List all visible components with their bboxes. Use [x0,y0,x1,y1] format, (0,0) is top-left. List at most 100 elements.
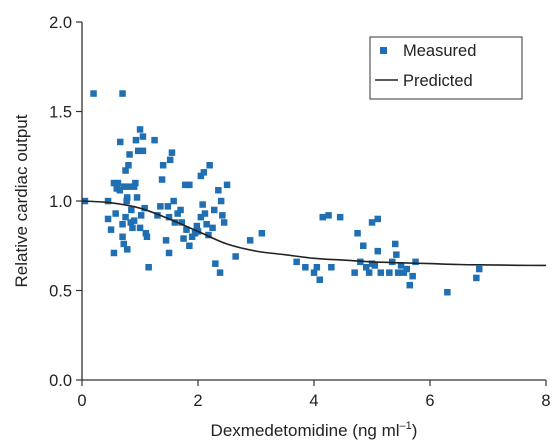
plot-area [81,90,483,296]
measured-point [377,269,384,276]
x-axis-title: Dexmedetomidine (ng ml–1) [211,420,418,440]
measured-point [130,183,138,190]
measured-point [188,233,196,240]
measured-point [392,240,399,248]
measured-point [354,230,361,237]
measured-point [159,162,167,169]
measured-point [132,179,139,187]
measured-point [200,169,208,176]
measured-point [127,219,134,226]
measured-point [336,213,344,221]
measured-point [197,213,205,221]
measured-point [165,213,173,221]
measured-point [232,253,239,260]
measured-point [209,224,216,232]
measured-point [186,181,193,189]
measured-point [124,194,131,201]
measured-point [120,240,127,248]
y-tick-label: 0.5 [49,283,72,301]
measured-point [212,260,219,267]
measured-point [122,213,129,221]
legend-measured-label: Measured [403,42,476,60]
legend-predicted-label: Predicted [403,72,473,90]
measured-point [154,212,161,219]
measured-point [444,289,451,296]
measured-point [151,136,158,144]
measured-point [136,126,144,133]
measured-point [313,264,321,271]
measured-point [220,219,228,226]
measured-point [412,258,419,266]
measured-point [174,210,181,217]
measured-point [166,156,174,164]
measured-point [293,258,300,266]
measured-point [197,172,205,180]
measured-point [104,197,112,205]
measured-point [363,264,370,271]
measured-point [136,224,144,232]
measured-point [126,151,133,158]
measured-point [135,147,142,155]
measured-point [170,197,177,205]
measured-point [157,203,164,210]
measured-point [139,133,147,140]
measured-point [142,230,150,237]
x-tick-label: 8 [541,392,550,410]
y-axis-title: Relative cardiac output [12,114,31,287]
legend-frame [369,36,523,100]
measured-point [104,215,112,223]
measured-point [164,203,172,210]
measured-point [129,224,136,232]
measured-point [400,269,408,276]
measured-point [186,242,193,249]
measured-point [125,183,132,190]
measured-point [116,187,123,194]
measured-point [319,213,326,221]
measured-point [171,219,179,226]
measured-point [137,212,145,219]
measured-point [374,215,381,223]
measured-point [180,235,187,242]
measured-point [394,269,402,276]
y-tick-label: 1.5 [49,104,72,122]
measured-point [110,179,118,187]
x-tick-label: 4 [309,392,318,410]
measured-point [316,276,323,283]
measured-point [183,226,190,233]
measured-point [365,269,373,276]
measured-point [206,162,213,169]
x-tick-label: 6 [425,392,434,410]
measured-point [386,269,393,276]
measured-point [211,206,218,214]
measured-point [90,90,97,97]
measured-point [128,206,135,214]
measured-point [258,230,266,237]
measured-point [325,212,332,219]
legend: Measured Predicted [369,36,523,100]
measured-point [216,269,224,276]
measured-point [133,194,141,201]
x-tick-label: 2 [193,392,202,410]
predicted-curve [81,200,547,267]
measured-point [368,219,376,226]
measured-point [162,237,170,244]
measured-point [403,265,410,273]
measured-point [246,237,254,244]
measured-point [201,210,209,217]
measured-point [193,222,201,230]
measured-point [119,233,126,240]
measured-point [125,162,132,169]
measured-point [130,217,138,224]
measured-point [119,90,126,97]
measured-point [360,242,367,249]
measured-point [119,221,126,228]
y-tick-label: 1.0 [49,193,72,211]
measured-point [302,264,309,271]
measured-point [177,206,184,214]
measured-point [371,262,379,269]
measured-point [328,264,335,271]
y-axis-ticks: 0.0 0.5 1.0 1.5 2.0 [49,14,82,390]
measured-point [124,246,131,253]
measured-point [397,262,405,269]
